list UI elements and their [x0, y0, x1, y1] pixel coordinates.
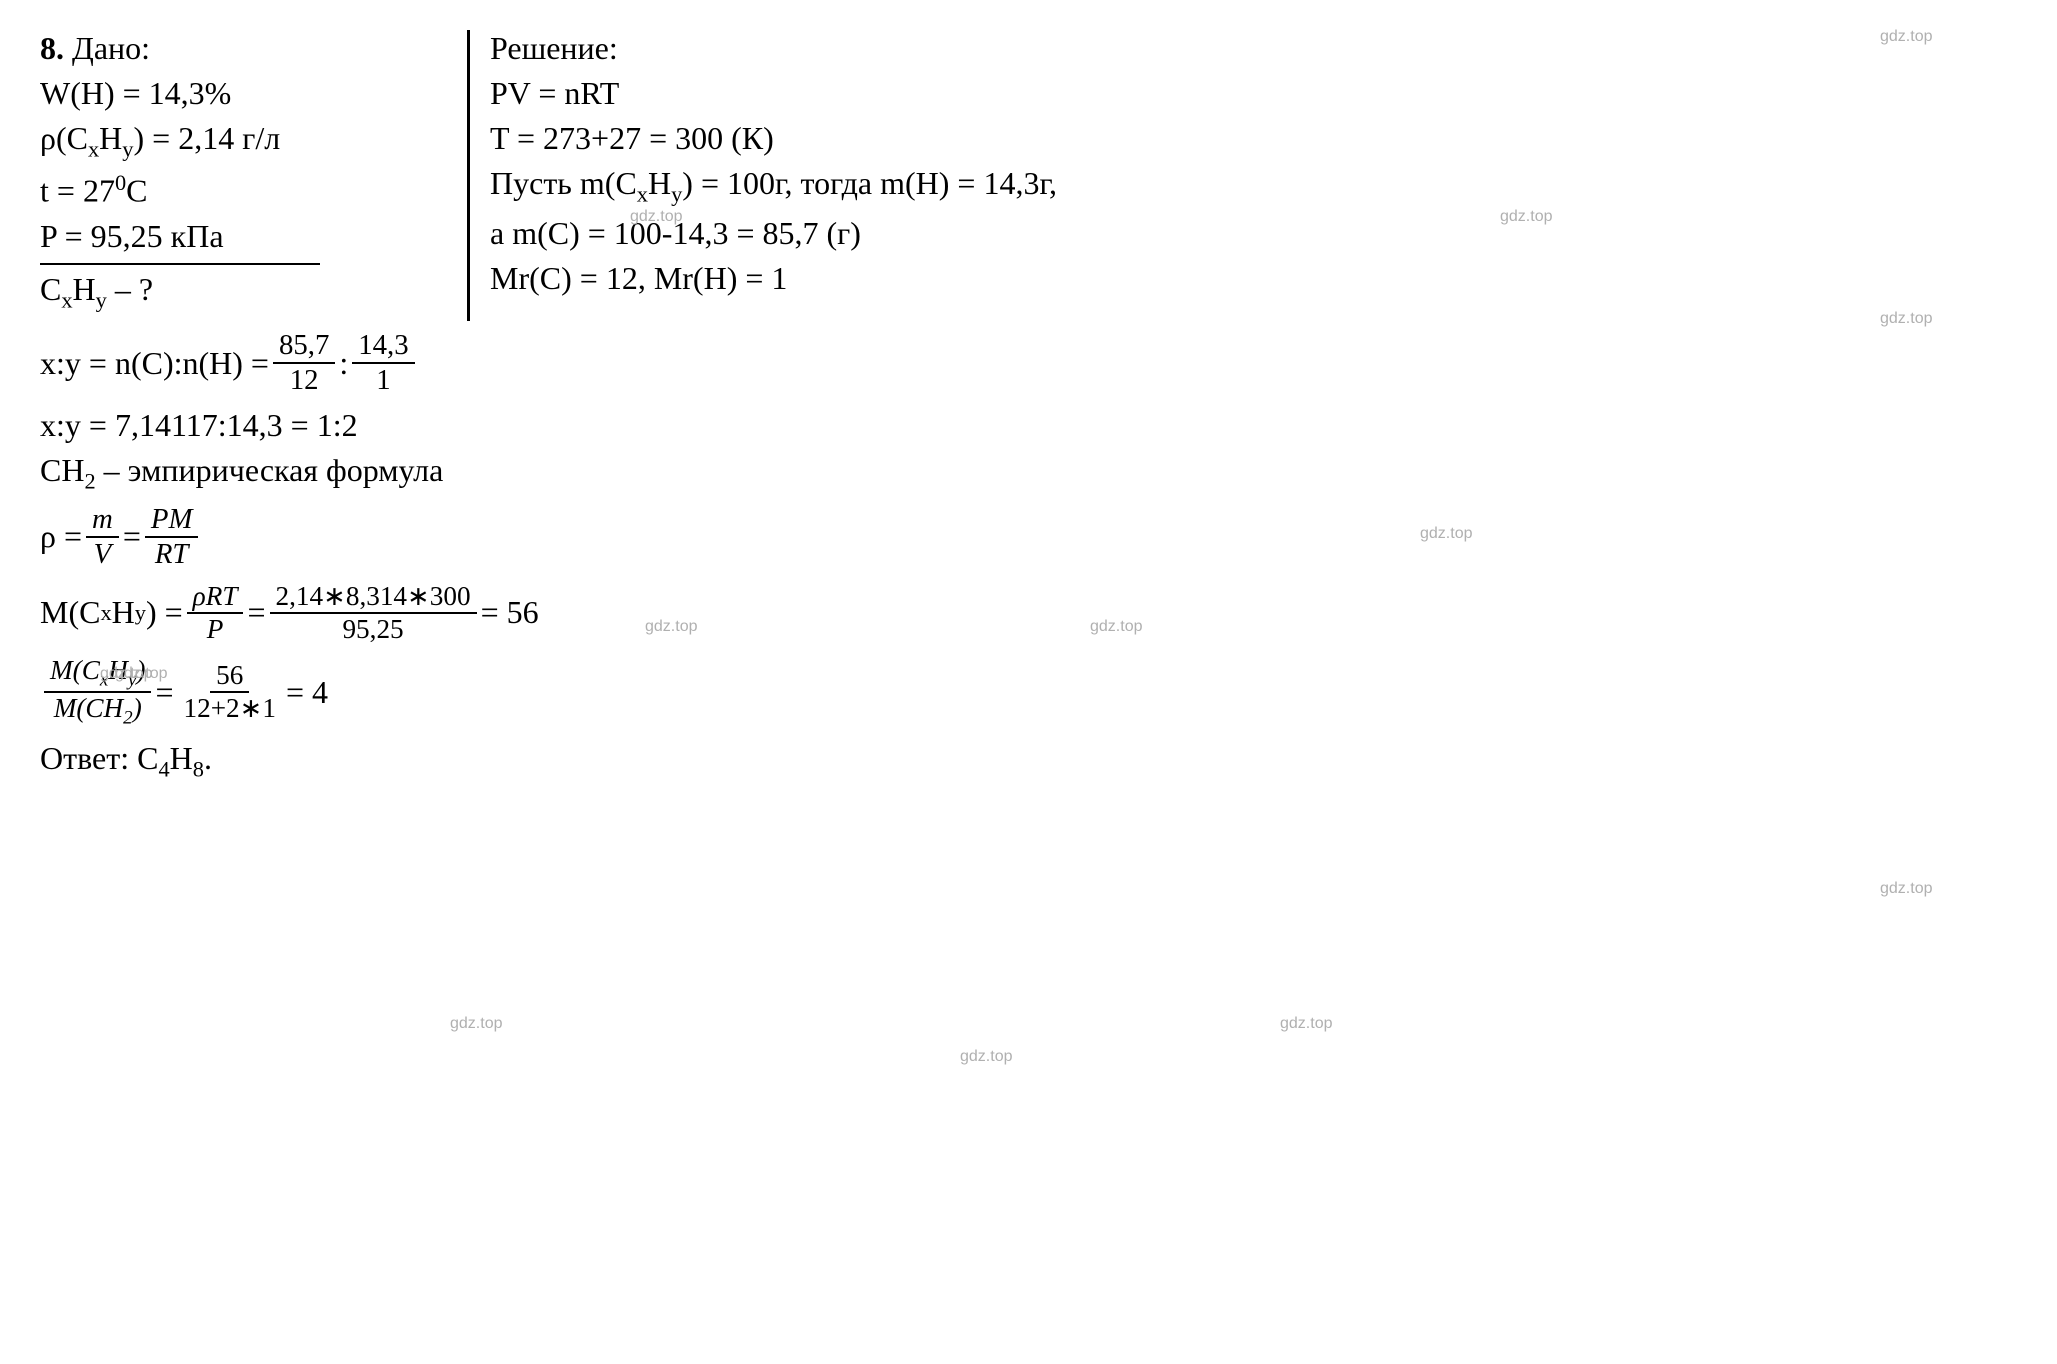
m-sub1: x — [100, 600, 111, 626]
m-mid-eq: = — [247, 594, 265, 631]
pust-pre: Пусть m(C — [490, 165, 637, 201]
rho-f1-den: V — [88, 538, 118, 571]
lf-den-sub: 2 — [123, 708, 133, 729]
m-calc-line: M(CxHy) = ρRT P = 2,14∗8,314∗300 95,25 =… — [40, 581, 2017, 645]
top-section: 8. Дано: W(H) = 14,3% ρ(CxHy) = 2,14 г/л… — [40, 30, 2017, 321]
frac2-num: 14,3 — [352, 329, 414, 364]
m-result: = 56 — [481, 594, 539, 631]
m-f2: 2,14∗8,314∗300 95,25 — [270, 581, 477, 645]
last-f1: M(CxHy) M(CH2) — [44, 655, 151, 730]
last-f1-den: M(CH2) — [48, 693, 148, 729]
frac1: 85,7 12 — [273, 329, 335, 397]
rho-f1-num: m — [86, 503, 119, 538]
t-line: t = 270C — [40, 170, 447, 210]
answer-sub2: 8 — [193, 756, 204, 781]
pust-sub1: x — [637, 181, 648, 206]
m-f1-num: ρRT — [187, 581, 244, 614]
watermark: gdz.top — [1880, 880, 1932, 898]
find-line: CxHy – ? — [40, 271, 447, 313]
w-h-line: W(H) = 14,3% — [40, 75, 447, 112]
colon: : — [339, 345, 348, 382]
frac1-den: 12 — [284, 364, 325, 397]
m-pre: M(C — [40, 594, 100, 631]
lf-num-pre: M(C — [50, 655, 100, 685]
t-end: C — [126, 173, 147, 209]
given-header: 8. Дано: — [40, 30, 447, 67]
pv-nrt: PV = nRT — [490, 75, 2017, 112]
last-f1-num: M(CxHy) — [44, 655, 151, 693]
ch2-line: CH2 – эмпирическая формула — [40, 452, 2017, 494]
m-mid: H — [112, 594, 135, 631]
lf-num-end: ) — [136, 655, 145, 685]
p-line: P = 95,25 кПа — [40, 218, 447, 255]
answer-mid: H — [170, 740, 193, 776]
lf-den-end: ) — [133, 693, 142, 723]
xy-label: x:y = n(C):n(H) = — [40, 345, 269, 382]
rho-eq: ρ = — [40, 518, 82, 555]
rho-eq-line: ρ = m V = PM RT — [40, 503, 2017, 571]
m-end: ) = — [146, 594, 183, 631]
frac1-num: 85,7 — [273, 329, 335, 364]
ch2-sub: 2 — [84, 469, 95, 494]
given-divider — [40, 263, 320, 265]
problem-number: 8. — [40, 30, 64, 66]
answer-sub1: 4 — [158, 756, 169, 781]
rho-sub1: x — [88, 136, 99, 161]
find-end: – ? — [107, 271, 153, 307]
t-calc: T = 273+27 = 300 (К) — [490, 120, 2017, 157]
m-sub2: y — [135, 600, 146, 626]
pust-sub2: y — [671, 181, 682, 206]
mr-line: Mr(C) = 12, Mr(H) = 1 — [490, 260, 2017, 297]
t-sup: 0 — [115, 170, 126, 195]
t-pre: t = 27 — [40, 173, 115, 209]
answer-pre: Ответ: C — [40, 740, 158, 776]
pust-mid: H — [648, 165, 671, 201]
m-f2-num: 2,14∗8,314∗300 — [270, 581, 477, 614]
xy-ratio-line: x:y = n(C):n(H) = 85,7 12 : 14,3 1 — [40, 329, 2017, 397]
last-result: = 4 — [286, 674, 328, 711]
bottom-section: x:y = n(C):n(H) = 85,7 12 : 14,3 1 x:y =… — [40, 329, 2017, 782]
find-pre: C — [40, 271, 61, 307]
rho-line: ρ(CxHy) = 2,14 г/л — [40, 120, 447, 162]
answer-end: . — [204, 740, 212, 776]
find-sub1: x — [61, 287, 72, 312]
last-f2: 56 12+2∗1 — [178, 660, 283, 724]
rho-f2-den: RT — [149, 538, 195, 571]
rho-sub2: y — [122, 136, 133, 161]
rho-mid: H — [99, 120, 122, 156]
ch2-pre: CH — [40, 452, 84, 488]
solution-column: Решение: PV = nRT T = 273+27 = 300 (К) П… — [470, 30, 2017, 305]
given-column: 8. Дано: W(H) = 14,3% ρ(CxHy) = 2,14 г/л… — [40, 30, 470, 321]
answer-line: Ответ: C4H8. — [40, 740, 2017, 782]
rho-f2-num: PM — [145, 503, 199, 538]
find-mid: H — [73, 271, 96, 307]
rho-f2: PM RT — [145, 503, 199, 571]
find-sub2: y — [96, 287, 107, 312]
frac2-den: 1 — [370, 364, 396, 397]
last-frac-line: M(CxHy) M(CH2) = 56 12+2∗1 = 4 — [40, 655, 2017, 730]
rho-f1: m V — [86, 503, 119, 571]
rho-mid-eq: = — [123, 518, 141, 555]
watermark: gdz.top — [1280, 1015, 1332, 1033]
mc-line: а m(C) = 100-14,3 = 85,7 (г) — [490, 215, 2017, 252]
rho-end: ) = 2,14 г/л — [133, 120, 280, 156]
last-mid: = — [155, 674, 173, 711]
m-f1-den: P — [201, 614, 230, 645]
pust-line: Пусть m(CxHy) = 100г, тогда m(H) = 14,3г… — [490, 165, 2017, 207]
pust-end: ) = 100г, тогда m(H) = 14,3г, — [682, 165, 1057, 201]
given-label: Дано: — [72, 30, 150, 66]
solution-label: Решение: — [490, 30, 2017, 67]
last-f2-num: 56 — [210, 660, 249, 693]
watermark: gdz.top — [450, 1015, 502, 1033]
xy-result: x:y = 7,14117:14,3 = 1:2 — [40, 407, 2017, 444]
rho-pre: ρ(C — [40, 120, 88, 156]
ch2-end: – эмпирическая формула — [96, 452, 444, 488]
m-f1: ρRT P — [187, 581, 244, 645]
last-f2-den: 12+2∗1 — [178, 693, 283, 724]
lf-den-pre: M(CH — [54, 693, 123, 723]
lf-num-mid: H — [108, 655, 128, 685]
watermark: gdz.top — [960, 1048, 1012, 1066]
m-f2-den: 95,25 — [336, 614, 409, 645]
frac2: 14,3 1 — [352, 329, 414, 397]
